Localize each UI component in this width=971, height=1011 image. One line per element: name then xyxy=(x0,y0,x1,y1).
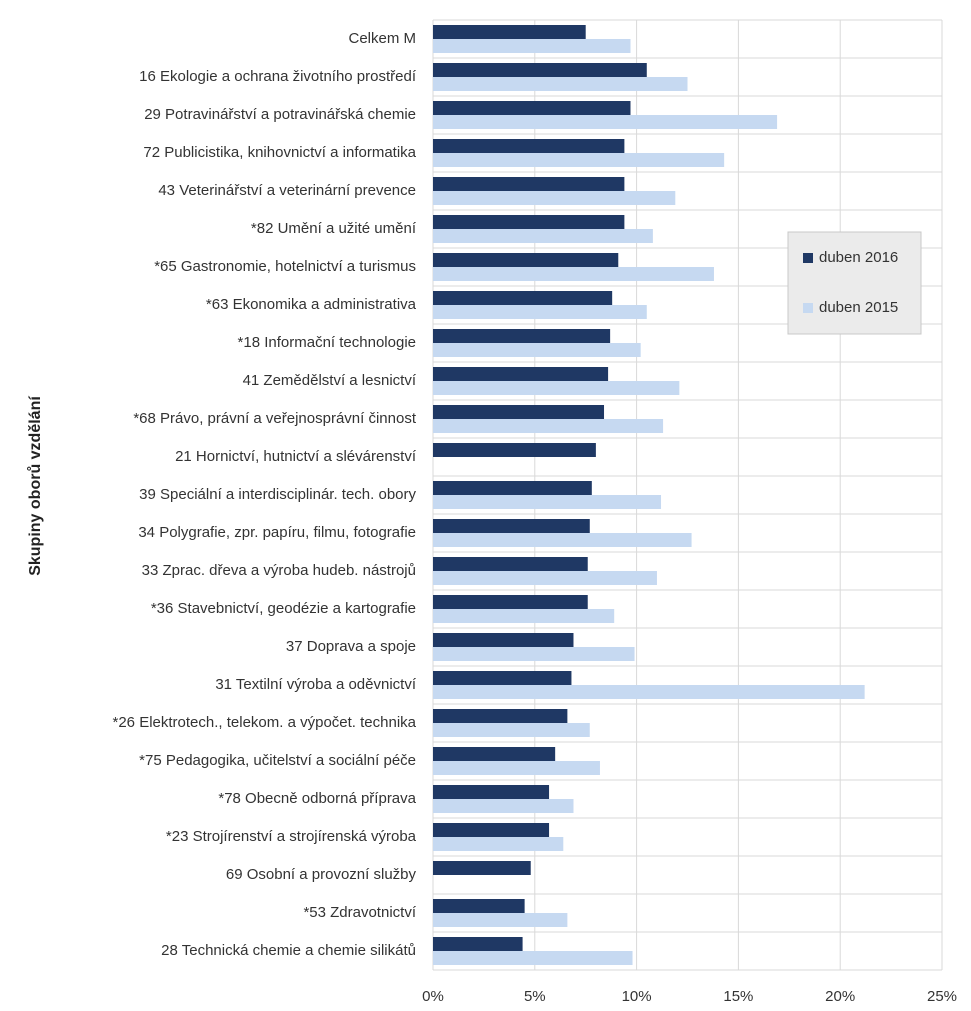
bar xyxy=(433,329,611,343)
bar xyxy=(433,723,590,737)
y-tick-label: 16 Ekologie a ochrana životního prostřed… xyxy=(139,68,417,85)
bar xyxy=(433,861,531,875)
bar xyxy=(433,533,692,547)
y-tick-label: 43 Veterinářství a veterinární prevence xyxy=(158,182,416,199)
legend-label: duben 2016 xyxy=(819,249,898,266)
bar xyxy=(433,215,625,229)
bar xyxy=(433,39,631,53)
y-tick-label: *63 Ekonomika a administrativa xyxy=(206,296,417,313)
bar xyxy=(433,747,556,761)
y-tick-label: *68 Právo, právní a veřejnosprávní činno… xyxy=(133,410,416,427)
y-tick-label: 31 Textilní výroba a oděvnictví xyxy=(215,676,417,693)
bar xyxy=(433,633,574,647)
x-tick-label: 20% xyxy=(825,988,855,1005)
bar xyxy=(433,899,525,913)
bar xyxy=(433,305,647,319)
y-tick-label: 21 Hornictví, hutnictví a slévárenství xyxy=(175,448,417,465)
bar xyxy=(433,761,600,775)
bar xyxy=(433,191,676,205)
bar xyxy=(433,63,647,77)
bar xyxy=(433,343,641,357)
legend-box xyxy=(787,231,922,335)
bar xyxy=(433,367,609,381)
bar xyxy=(433,823,550,837)
bar xyxy=(433,381,680,395)
bar xyxy=(433,937,523,951)
y-tick-label: *82 Umění a užité umění xyxy=(251,220,417,237)
y-tick-label: 69 Osobní a provozní služby xyxy=(226,866,417,883)
legend-label: duben 2015 xyxy=(819,299,898,316)
y-tick-label: *75 Pedagogika, učitelství a sociální pé… xyxy=(139,752,416,769)
bar xyxy=(433,519,590,533)
x-tick-label: 10% xyxy=(622,988,652,1005)
y-tick-label: *26 Elektrotech., telekom. a výpočet. te… xyxy=(113,714,417,731)
bar xyxy=(433,101,631,115)
bar xyxy=(433,495,662,509)
bar xyxy=(433,481,592,495)
bar xyxy=(433,557,588,571)
y-tick-label: 37 Doprava a spoje xyxy=(286,638,416,655)
bar xyxy=(433,799,574,813)
legend-swatch xyxy=(803,303,813,313)
bar xyxy=(433,253,619,267)
legend-swatch xyxy=(803,253,813,263)
bar xyxy=(433,177,625,191)
bar xyxy=(433,77,688,91)
y-tick-label: 33 Zprac. dřeva a výroba hudeb. nástrojů xyxy=(142,562,416,579)
bar xyxy=(433,419,664,433)
bar xyxy=(433,139,625,153)
y-tick-label: *53 Zdravotnictví xyxy=(303,904,416,921)
y-tick-label: *23 Strojírenství a strojírenská výroba xyxy=(166,828,417,845)
y-tick-label: 41 Zemědělství a lesnictví xyxy=(243,372,417,389)
bar xyxy=(433,153,725,167)
bar xyxy=(433,115,778,129)
y-tick-label: Celkem M xyxy=(348,30,416,47)
bar xyxy=(433,647,635,661)
bar xyxy=(433,571,657,585)
x-tick-label: 15% xyxy=(723,988,753,1005)
y-tick-label: *36 Stavebnictví, geodézie a kartografie xyxy=(151,600,416,617)
y-tick-label: *65 Gastronomie, hotelnictví a turismus xyxy=(154,258,416,275)
bar xyxy=(433,785,550,799)
bar xyxy=(433,267,714,281)
x-tick-label: 5% xyxy=(524,988,546,1005)
bar xyxy=(433,685,865,699)
bar xyxy=(433,229,653,243)
bar xyxy=(433,405,605,419)
y-axis-title: Skupiny oborů vzdělání xyxy=(27,396,44,576)
y-tick-label: *78 Obecně odborná příprava xyxy=(218,790,416,807)
bar xyxy=(433,913,568,927)
bar xyxy=(433,291,613,305)
y-tick-label: 29 Potravinářství a potravinářská chemie xyxy=(144,106,416,123)
x-tick-label: 0% xyxy=(422,988,444,1005)
bar xyxy=(433,609,615,623)
bar xyxy=(433,595,588,609)
y-tick-label: 34 Polygrafie, zpr. papíru, filmu, fotog… xyxy=(138,524,416,541)
y-tick-label: 72 Publicistika, knihovnictví a informat… xyxy=(143,144,416,161)
bar xyxy=(433,25,586,39)
bar xyxy=(433,709,568,723)
x-tick-label: 25% xyxy=(927,988,957,1005)
y-tick-label: 39 Speciální a interdisciplinár. tech. o… xyxy=(139,486,416,503)
bar xyxy=(433,837,564,851)
y-tick-label: *18 Informační technologie xyxy=(238,334,416,351)
y-tick-label: 28 Technická chemie a chemie silikátů xyxy=(161,942,416,959)
bar xyxy=(433,671,572,685)
legend: duben 2016 duben 2015 xyxy=(787,231,922,335)
bar xyxy=(433,443,596,457)
bar xyxy=(433,951,633,965)
